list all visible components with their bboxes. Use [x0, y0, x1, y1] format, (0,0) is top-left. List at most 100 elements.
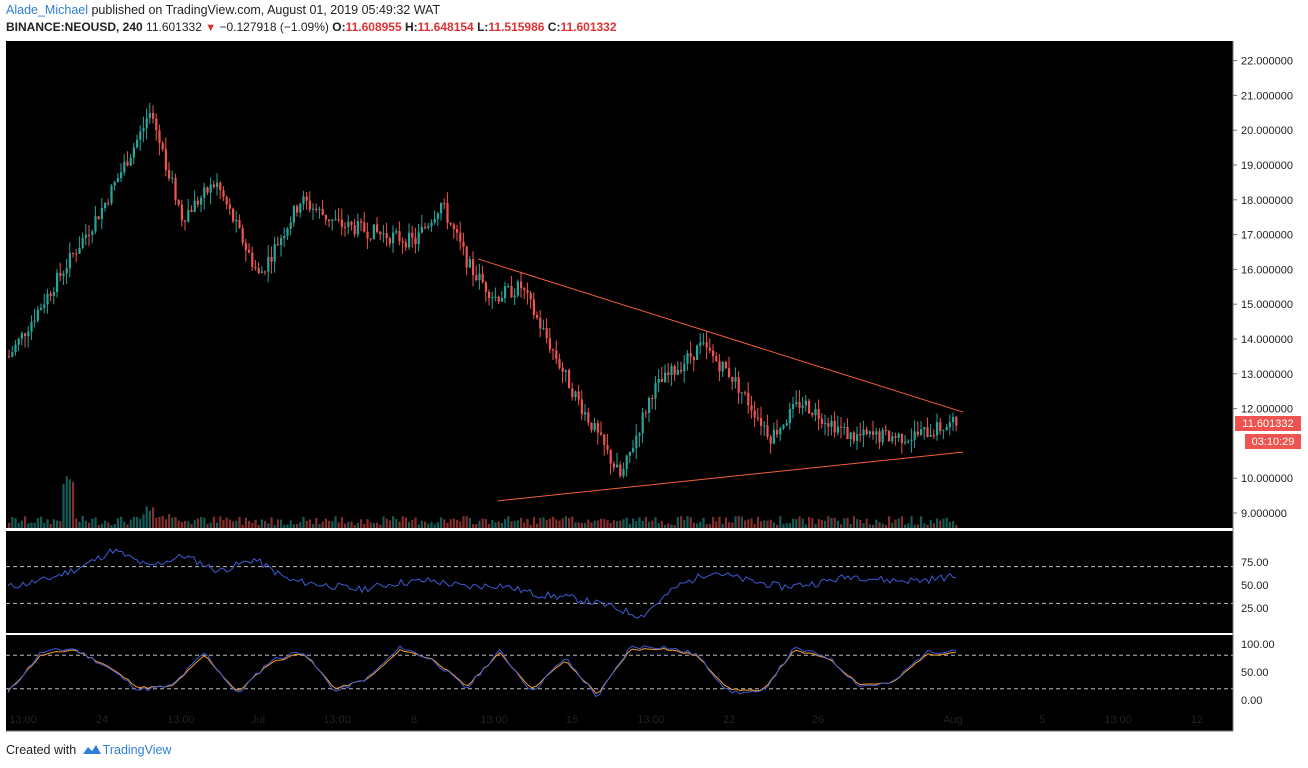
volume-bar [177, 520, 180, 528]
tradingview-brand-link[interactable]: TradingView [102, 743, 172, 757]
volume-bar [436, 522, 439, 528]
candle-body [27, 331, 30, 337]
candle-body [72, 252, 75, 254]
candle-body [577, 391, 580, 400]
candle-body [8, 356, 11, 358]
volume-bar [11, 517, 14, 528]
volume-bar [270, 517, 273, 528]
author-link[interactable]: Alade_Michael [6, 3, 88, 17]
candle-body [379, 231, 382, 235]
candle-body [468, 259, 471, 268]
candle-body [46, 293, 49, 305]
volume-bar [881, 523, 884, 528]
candle-body [299, 203, 302, 213]
candle-body [244, 242, 247, 250]
candle-body [465, 246, 468, 268]
volume-bar [638, 517, 641, 528]
volume-bar [772, 522, 775, 528]
candle-body [846, 426, 849, 440]
price-tick-label: 17.000000 [1241, 230, 1293, 242]
volume-bar [712, 516, 715, 528]
volume-bar [148, 510, 151, 528]
rsi-pane[interactable] [6, 531, 1233, 633]
rsi-line [7, 548, 957, 619]
ascending-trendline[interactable] [497, 451, 964, 502]
time-tick-label: 5 [1039, 714, 1045, 726]
candle-body [830, 420, 833, 427]
candle-body [849, 432, 852, 440]
candle-body [635, 435, 638, 449]
price-axis[interactable]: 22.000000 21.000000 20.000000 19.000000 18.0… [1233, 56, 1293, 520]
volume-bar [212, 516, 215, 528]
candle-body [225, 196, 228, 205]
candle-body [238, 219, 241, 228]
candle-body [267, 256, 270, 272]
volume-bar [648, 521, 651, 528]
volume-bar [590, 522, 593, 528]
volume-bar [756, 516, 759, 528]
volume-bar [907, 523, 910, 528]
time-tick-label: 22 [723, 714, 735, 726]
candle-body [702, 342, 705, 344]
candle-body [792, 404, 795, 410]
countdown-tag-text: 03:10:29 [1252, 436, 1295, 448]
stoch-pane[interactable] [6, 635, 1233, 731]
candle-body [753, 410, 756, 418]
candle-body [779, 428, 782, 435]
descending-trendline[interactable] [477, 258, 964, 413]
price-change: −0.127918 (−1.09%) [219, 20, 329, 34]
candle-body [52, 292, 55, 296]
candle-body [699, 342, 702, 346]
volume-bar [641, 520, 644, 528]
candle-body [568, 369, 571, 389]
candle-body [427, 226, 430, 228]
time-tick-label: Aug [943, 714, 963, 726]
volume-bar [30, 522, 33, 528]
price-tick-label: 13.000000 [1241, 369, 1293, 381]
stoch-tick-label: 0.00 [1241, 695, 1262, 707]
candle-body [856, 434, 859, 441]
volume-bar [494, 522, 497, 528]
candle-body [334, 219, 337, 221]
candle-body [785, 423, 788, 426]
volume-bar [561, 518, 564, 528]
volume-bar [673, 524, 676, 528]
candle-body [811, 413, 814, 416]
candle-body [817, 409, 820, 419]
rsi-tick-label: 25.00 [1241, 603, 1269, 615]
candle-body [926, 427, 929, 437]
volume-bar [612, 520, 615, 528]
candle-body [312, 208, 315, 210]
volume-bar [235, 520, 238, 528]
volume-bar [888, 516, 891, 528]
volume-bar [734, 516, 737, 528]
price-pane[interactable] [6, 41, 1233, 528]
volume-bar [424, 521, 427, 528]
candle-body [350, 221, 353, 226]
candle-body [107, 202, 110, 204]
volume-bar [910, 516, 913, 528]
candle-body [36, 309, 39, 321]
candle-body [715, 356, 718, 362]
time-axis[interactable]: 13:00 24 13:00 Jul 13:00 8 13:00 15 13:00 22 26 Aug… [9, 714, 1203, 726]
volume-bar [62, 483, 65, 528]
price-tick-label: 18.000000 [1241, 195, 1293, 207]
volume-bar [814, 523, 817, 528]
candle-body [180, 204, 183, 221]
candle-body [62, 273, 65, 276]
volume-bar [129, 519, 132, 528]
candle-body [504, 286, 507, 299]
candle-body [449, 222, 452, 225]
candle-body [872, 431, 875, 435]
volume-bar [417, 524, 420, 528]
candle-body [827, 423, 830, 427]
candle-body [584, 412, 587, 415]
volume-bar [849, 523, 852, 528]
time-tick-label: 13:00 [637, 714, 665, 726]
candle-body [942, 430, 945, 432]
candle-body [939, 422, 942, 431]
chart-area[interactable]: 22.000000 21.000000 20.000000 19.000000 18.0… [0, 41, 1308, 734]
candle-body [344, 226, 347, 228]
volume-bar [443, 519, 446, 528]
candle-body [270, 256, 273, 262]
